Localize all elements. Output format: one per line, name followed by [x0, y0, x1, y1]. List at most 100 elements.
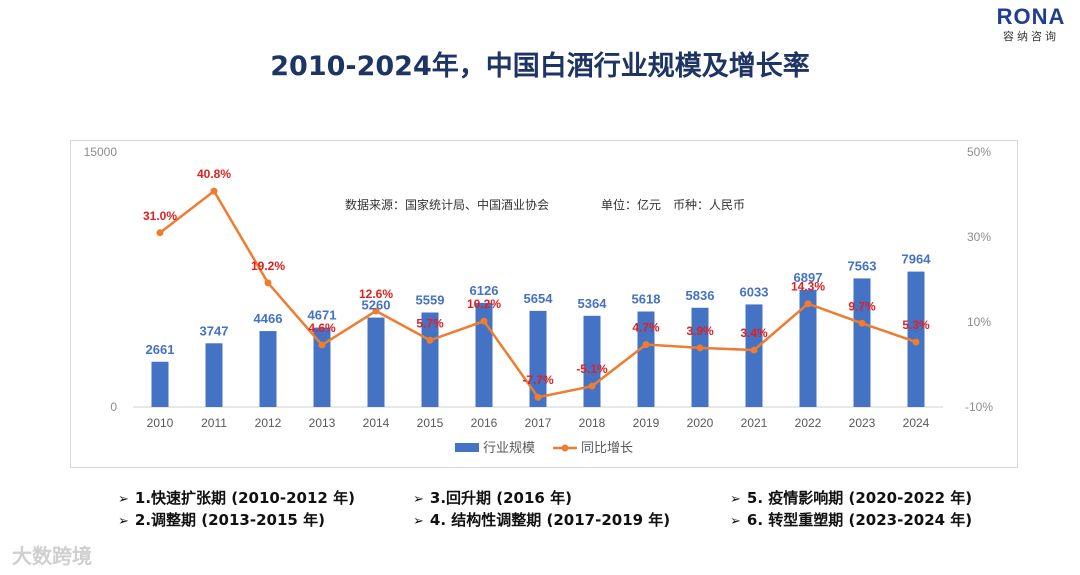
- line-point-2012: [264, 279, 272, 287]
- x-tick-label: 2014: [363, 416, 390, 430]
- bar-2021: [745, 304, 763, 407]
- x-tick-label: 2018: [579, 416, 606, 430]
- line-point-2019: [642, 341, 650, 349]
- y-left-tick-label: 15000: [84, 145, 118, 159]
- phase-note-text: 6. 转型重塑期 (2023-2024 年): [746, 511, 973, 529]
- line-point-2016: [480, 317, 488, 325]
- bar-2012: [259, 331, 277, 407]
- bar-value-label: 4466: [254, 311, 283, 326]
- line-value-label: 5.3%: [902, 318, 930, 332]
- watermark: 大数跨境: [12, 544, 92, 568]
- page-title: 2010-2024年，中国白酒行业规模及增长率: [270, 51, 810, 82]
- line-point-2011: [210, 187, 218, 195]
- x-tick-label: 2015: [417, 416, 444, 430]
- chart-container: 0 15000 -10% 10% 30% 50% 2661 3747 4466 4671 5260 5…: [70, 140, 1018, 468]
- phase-note-5: ➢ 5. 疫情影响期 (2020-2022 年): [730, 487, 972, 508]
- y-right-tick-label: -10%: [965, 400, 993, 414]
- bar-value-label: 5364: [578, 296, 608, 311]
- arrow-icon: ➢: [118, 492, 129, 507]
- line-value-label: 12.6%: [359, 287, 393, 301]
- bar-2015: [421, 312, 439, 407]
- bar-value-label: 6897: [794, 270, 823, 285]
- y-right-tick-label: 30%: [967, 230, 991, 244]
- x-tick-label: 2021: [741, 416, 768, 430]
- phase-note-4: ➢ 4. 结构性调整期 (2017-2019 年): [413, 509, 670, 530]
- bar-value-label: 6126: [470, 283, 499, 298]
- legend-line-label: 同比增长: [581, 441, 633, 456]
- line-point-2014: [372, 307, 380, 315]
- unit-note: 单位：亿元 币种：人民币: [601, 197, 745, 212]
- bar-value-label: 5559: [416, 292, 445, 307]
- line-value-label: 40.8%: [197, 167, 231, 181]
- y-right-tick-label: 10%: [967, 315, 991, 329]
- legend-line-marker: [561, 444, 569, 452]
- bar-value-label: 5260: [362, 298, 391, 313]
- line-value-label: 5.7%: [416, 316, 444, 330]
- x-tick-label: 2019: [633, 416, 660, 430]
- bar-2023: [853, 278, 871, 407]
- bar-2020: [691, 307, 709, 407]
- arrow-icon: ➢: [413, 492, 424, 507]
- x-tick-label: 2024: [903, 416, 930, 430]
- bar-2017: [529, 310, 547, 407]
- bar-value-label: 5836: [686, 288, 715, 303]
- x-tick-label: 2010: [147, 416, 174, 430]
- bar-2011: [205, 343, 223, 407]
- y-left-tick-label: 0: [110, 400, 117, 414]
- arrow-icon: ➢: [118, 514, 129, 529]
- line-value-label: 19.2%: [251, 259, 285, 273]
- bar-value-label: 3747: [200, 323, 229, 338]
- bar-value-label: 5654: [524, 291, 554, 306]
- line-point-2018: [588, 382, 596, 390]
- phase-note-text: 4. 结构性调整期 (2017-2019 年): [429, 511, 671, 529]
- phase-note-text: 2.调整期 (2013-2015 年): [134, 511, 325, 529]
- phase-note-text: 3.回升期 (2016 年): [429, 489, 572, 507]
- line-value-label: 3.4%: [740, 326, 768, 340]
- line-point-2021: [750, 346, 758, 354]
- line-value-label: -7.7%: [522, 373, 554, 387]
- bar-value-label: 6033: [740, 284, 769, 299]
- bar-value-label: 7563: [848, 258, 877, 273]
- y-right-tick-label: 50%: [967, 145, 991, 159]
- bar-value-label: 4671: [308, 308, 337, 323]
- line-point-2024: [912, 338, 920, 346]
- phase-note-text: 1.快速扩张期 (2010-2012 年): [134, 489, 355, 507]
- line-point-2022: [804, 300, 812, 308]
- bar-2013: [313, 327, 331, 407]
- line-value-label: 3.9%: [686, 324, 714, 338]
- line-point-2017: [534, 393, 542, 401]
- arrow-icon: ➢: [413, 514, 424, 529]
- x-tick-label: 2013: [309, 416, 336, 430]
- bar-2022: [799, 289, 817, 407]
- logo-brand: RONA: [990, 4, 1072, 30]
- phase-note-text: 5. 疫情影响期 (2020-2022 年): [746, 489, 973, 507]
- x-tick-label: 2020: [687, 416, 714, 430]
- x-tick-label: 2017: [525, 416, 552, 430]
- phase-note-2: ➢ 2.调整期 (2013-2015 年): [118, 509, 325, 530]
- line-point-2015: [426, 336, 434, 344]
- phase-note-1: ➢ 1.快速扩张期 (2010-2012 年): [118, 487, 355, 508]
- line-value-label: 4.7%: [632, 321, 660, 335]
- x-tick-label: 2023: [849, 416, 876, 430]
- bar-value-label: 7964: [902, 252, 932, 267]
- line-point-2013: [318, 341, 326, 349]
- phase-note-3: ➢ 3.回升期 (2016 年): [413, 487, 572, 508]
- bar-2010: [151, 361, 169, 407]
- combo-chart: 0 15000 -10% 10% 30% 50% 2661 3747 4466 4671 5260 5…: [84, 145, 994, 456]
- x-tick-label: 2016: [471, 416, 498, 430]
- line-value-label: 14.3%: [791, 280, 825, 294]
- logo-subtitle: 容纳咨询: [1003, 30, 1059, 43]
- line-point-2023: [858, 319, 866, 327]
- bar-value-label: 2661: [146, 342, 175, 357]
- line-value-label: -5.1%: [576, 362, 608, 376]
- legend-bar-label: 行业规模: [483, 441, 535, 456]
- legend-bar-swatch: [455, 443, 479, 452]
- bar-2014: [367, 317, 385, 407]
- logo-brand-text: RONA: [996, 4, 1066, 29]
- arrow-icon: ➢: [730, 514, 741, 529]
- line-value-label: 10.2%: [467, 297, 501, 311]
- x-tick-label: 2012: [255, 416, 282, 430]
- phase-note-6: ➢ 6. 转型重塑期 (2023-2024 年): [730, 509, 972, 530]
- line-point-2020: [696, 344, 704, 352]
- x-tick-label: 2022: [795, 416, 822, 430]
